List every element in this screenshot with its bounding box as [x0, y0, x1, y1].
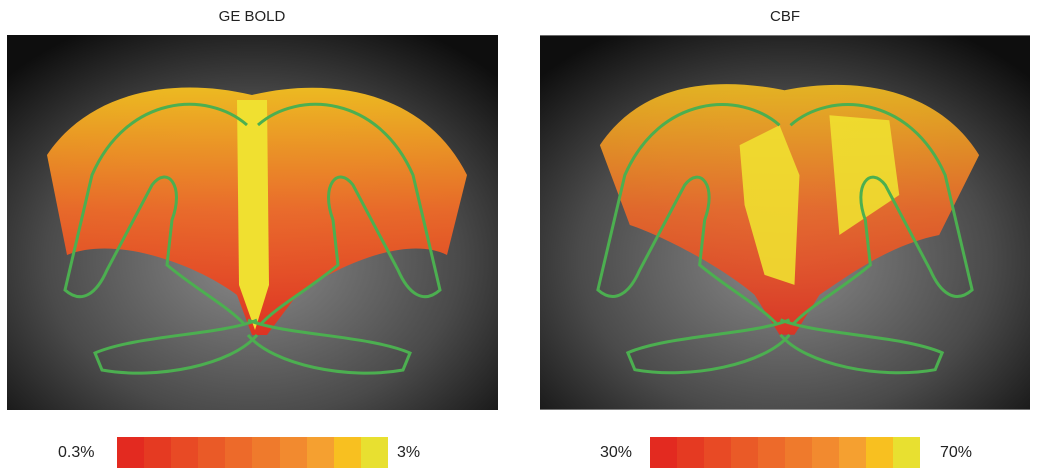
colorbar-swatch — [893, 437, 920, 468]
colorbar-swatch — [650, 437, 677, 468]
colorbar-swatch — [731, 437, 758, 468]
colorbar-swatch — [361, 437, 388, 468]
colorbar-max-label: 70% — [940, 444, 972, 462]
colorbar-swatch — [866, 437, 893, 468]
colorbar — [117, 437, 388, 468]
colorbar-swatch — [225, 437, 252, 468]
colorbar-swatch — [677, 437, 704, 468]
colorbar-min-label: 30% — [600, 444, 632, 462]
colorbar-swatch — [117, 437, 144, 468]
cbf-map — [540, 35, 1030, 410]
colorbar-swatch — [144, 437, 171, 468]
colorbar-max-label: 3% — [397, 444, 420, 462]
colorbar-swatch — [307, 437, 334, 468]
colorbar-swatch — [252, 437, 279, 468]
colorbar-swatch — [198, 437, 225, 468]
colorbar — [650, 437, 920, 468]
bold-map — [7, 35, 498, 410]
colorbar-swatch — [785, 437, 812, 468]
panel-title: GE BOLD — [152, 8, 352, 25]
colorbar-swatch — [280, 437, 307, 468]
colorbar-swatch — [704, 437, 731, 468]
figure: {"panels": [ {"title": "GE BOLD", "color… — [0, 0, 1037, 471]
colorbar-swatch — [758, 437, 785, 468]
colorbar-swatch — [839, 437, 866, 468]
colorbar-min-label: 0.3% — [58, 444, 94, 462]
colorbar-swatch — [171, 437, 198, 468]
colorbar-swatch — [812, 437, 839, 468]
colorbar-swatch — [334, 437, 361, 468]
panel-title: CBF — [685, 8, 885, 25]
